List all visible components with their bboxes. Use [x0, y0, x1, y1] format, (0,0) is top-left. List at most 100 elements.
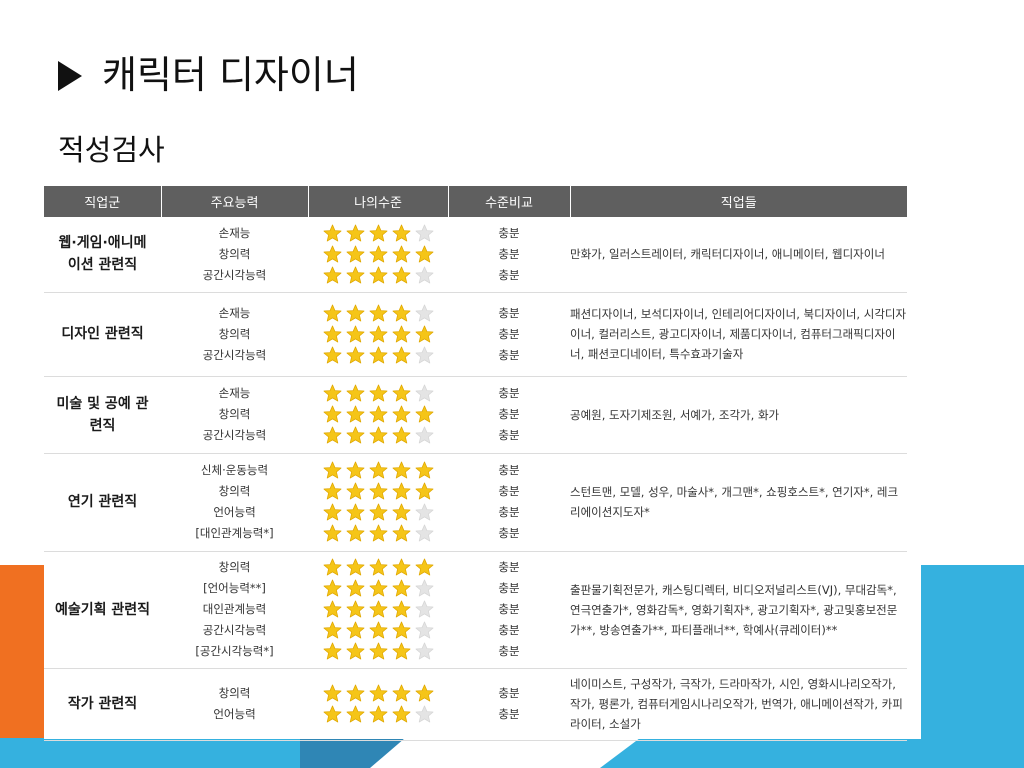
- table-row: 예술기획 관련직 창의력 [언어능력**] 대인관계능력 공간시각능력 [공간시각능력*]…: [44, 551, 907, 669]
- ability-label: 창의력: [218, 407, 251, 421]
- star-filled-icon: [415, 405, 433, 423]
- star-filled-icon: [323, 346, 341, 363]
- stars-cell: [308, 217, 448, 293]
- abilities-cell: 손재능 창의력 공간시각능력: [161, 217, 308, 293]
- star-filled-icon: [369, 245, 387, 263]
- star-filled-icon: [392, 503, 410, 521]
- star-filled-icon: [346, 266, 364, 284]
- comparison-cell: 충분 충분 충분: [448, 217, 570, 293]
- star-filled-icon: [369, 558, 387, 576]
- comparison-cell: 충분 충분 충분 충분: [448, 453, 570, 552]
- comparison-label: 충분: [498, 305, 520, 320]
- ability-label: 공간시각능력: [202, 347, 267, 362]
- star-filled-icon: [369, 325, 387, 342]
- star-filled-icon: [392, 325, 410, 342]
- star-filled-icon: [392, 600, 410, 618]
- star-filled-icon: [392, 524, 410, 542]
- header-level-comparison: 수준비교: [448, 186, 571, 217]
- comparison-label: 충분: [498, 623, 520, 637]
- star-filled-icon: [346, 600, 364, 618]
- comparison-label: 충분: [498, 225, 520, 240]
- comparison-label: 충분: [498, 246, 520, 261]
- star-rating: [308, 641, 448, 662]
- star-filled-icon: [369, 482, 387, 500]
- star-filled-icon: [392, 705, 410, 723]
- star-filled-icon: [415, 245, 433, 263]
- star-filled-icon: [369, 503, 387, 521]
- job-group-cell: 미술 및 공예 관 련직: [44, 376, 161, 454]
- star-empty-icon: [415, 503, 433, 521]
- comparison-label: 충분: [498, 560, 520, 574]
- jobs-cell: 네이미스트, 구성작가, 극작가, 드라마작가, 시인, 영화시나리오작가, 작…: [570, 668, 907, 741]
- star-filled-icon: [392, 384, 410, 402]
- star-filled-icon: [369, 224, 387, 242]
- comparison-label: 충분: [498, 428, 520, 442]
- star-rating: [308, 244, 448, 265]
- star-filled-icon: [346, 558, 364, 576]
- play-triangle-icon: [58, 61, 82, 91]
- jobs-cell: 출판물기획전문가, 캐스팅디렉터, 비디오저널리스트(VJ), 무대감독*, 연…: [570, 551, 907, 669]
- star-filled-icon: [323, 405, 341, 423]
- jobs-cell: 공예원, 도자기제조원, 서예가, 조각가, 화가: [570, 376, 907, 454]
- star-filled-icon: [369, 642, 387, 660]
- orange-accent-band: [0, 565, 50, 768]
- star-empty-icon: [415, 384, 433, 402]
- ability-label: [공간시각능력*]: [195, 644, 274, 658]
- star-filled-icon: [415, 482, 433, 500]
- abilities-cell: 손재능 창의력 공간시각능력: [161, 292, 308, 377]
- ability-label: 언어능력: [213, 707, 256, 721]
- star-filled-icon: [415, 684, 433, 702]
- comparison-label: 충분: [498, 407, 520, 421]
- table-row: 웹·게임·애니메 이션 관련직 손재능 창의력 공간시각능력 충분 충분 충분 만화가, 일러스…: [44, 217, 907, 293]
- star-filled-icon: [369, 346, 387, 363]
- star-filled-icon: [323, 621, 341, 639]
- stars-cell: [308, 376, 448, 454]
- job-group-label: 이션 관련직: [67, 257, 138, 274]
- star-filled-icon: [323, 245, 341, 263]
- slide-title-text: 캐릭터 디자이너: [102, 53, 359, 97]
- star-filled-icon: [346, 461, 364, 479]
- star-filled-icon: [346, 503, 364, 521]
- header-my-level: 나의수준: [308, 186, 449, 217]
- star-filled-icon: [369, 461, 387, 479]
- job-group-cell: 예술기획 관련직: [44, 551, 161, 669]
- star-filled-icon: [323, 482, 341, 500]
- comparison-label: 충분: [498, 326, 520, 341]
- star-filled-icon: [369, 600, 387, 618]
- stars-cell: [308, 551, 448, 669]
- star-filled-icon: [369, 384, 387, 402]
- ability-label: 손재능: [218, 305, 251, 320]
- aptitude-table: 직업군 주요능력 나의수준 수준비교 직업들 웹·게임·애니메 이션 관련직 손재능…: [44, 186, 907, 741]
- star-filled-icon: [346, 346, 364, 363]
- star-filled-icon: [323, 558, 341, 576]
- job-group-label: 웹·게임·애니메: [58, 235, 147, 252]
- comparison-label: 충분: [498, 644, 520, 658]
- comparison-label: 충분: [498, 505, 520, 519]
- star-filled-icon: [346, 684, 364, 702]
- star-rating: [308, 481, 448, 502]
- job-group-label: 연기 관련직: [67, 494, 138, 510]
- star-filled-icon: [369, 684, 387, 702]
- star-filled-icon: [346, 224, 364, 242]
- stars-cell: [308, 668, 448, 741]
- comparison-label: 충분: [498, 347, 520, 362]
- comparison-label: 충분: [498, 581, 520, 595]
- star-filled-icon: [415, 325, 433, 342]
- comparison-label: 충분: [498, 463, 520, 477]
- star-filled-icon: [323, 524, 341, 542]
- star-filled-icon: [392, 684, 410, 702]
- ability-label: 공간시각능력: [202, 428, 267, 442]
- star-rating: [308, 502, 448, 523]
- job-group-cell: 작가 관련직: [44, 668, 161, 741]
- star-filled-icon: [415, 558, 433, 576]
- table-panel: 직업군 주요능력 나의수준 수준비교 직업들 웹·게임·애니메 이션 관련직 손재능…: [44, 186, 921, 741]
- star-filled-icon: [392, 266, 410, 284]
- star-filled-icon: [392, 224, 410, 242]
- star-filled-icon: [392, 346, 410, 363]
- star-rating: [308, 599, 448, 620]
- star-empty-icon: [415, 266, 433, 284]
- star-filled-icon: [369, 304, 387, 321]
- star-empty-icon: [415, 642, 433, 660]
- star-rating: [308, 404, 448, 425]
- ability-label: [언어능력**]: [203, 581, 266, 595]
